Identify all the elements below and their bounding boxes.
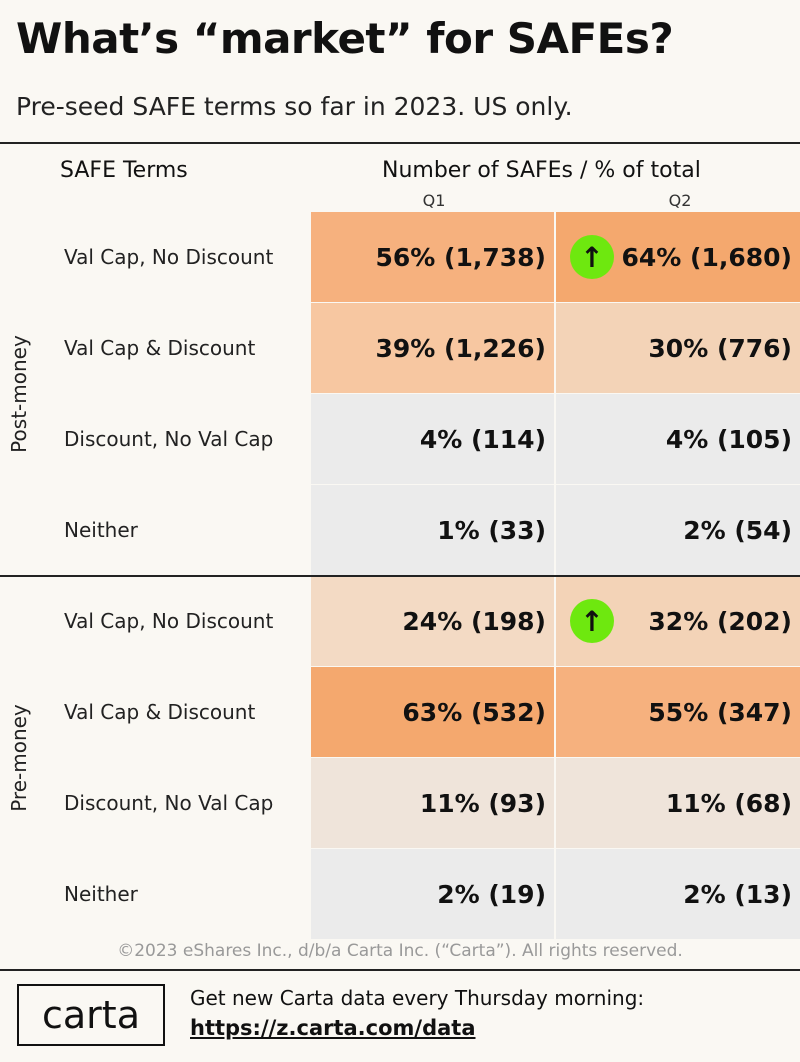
cell-q1: 56% (1,738) xyxy=(311,212,554,302)
carta-logo-text: carta xyxy=(42,993,140,1037)
cell-q1: 24% (198) xyxy=(311,576,554,666)
footer-text: Get new Carta data every Thursday mornin… xyxy=(190,986,645,1010)
cell-q2: 64% (1,680) xyxy=(556,212,800,302)
group-divider xyxy=(0,575,800,577)
cell-q1: 4% (114) xyxy=(311,394,554,484)
row-label: Val Cap & Discount xyxy=(64,700,256,724)
cell-q2: 30% (776) xyxy=(556,303,800,393)
group-label-1: Pre-money xyxy=(7,704,31,812)
group-label-0: Post-money xyxy=(7,335,31,453)
cell-q2: 4% (105) xyxy=(556,394,800,484)
cell-q1: 1% (33) xyxy=(311,485,554,575)
cell-q2: 55% (347) xyxy=(556,667,800,757)
row-label: Neither xyxy=(64,518,138,542)
cell-q1: 63% (532) xyxy=(311,667,554,757)
cell-q2: 11% (68) xyxy=(556,758,800,848)
column-header-number: Number of SAFEs / % of total xyxy=(382,158,701,183)
row-label: Discount, No Val Cap xyxy=(64,791,274,815)
carta-logo: carta xyxy=(17,984,165,1046)
cell-q1: 39% (1,226) xyxy=(311,303,554,393)
cell-q1: 2% (19) xyxy=(311,849,554,939)
row-label: Val Cap & Discount xyxy=(64,336,256,360)
header-divider xyxy=(0,142,800,144)
column-header-terms: SAFE Terms xyxy=(60,158,188,183)
cell-q2: 32% (202) xyxy=(556,576,800,666)
footer-divider xyxy=(0,969,800,971)
cell-q2: 2% (54) xyxy=(556,485,800,575)
column-header-q2: Q2 xyxy=(668,191,692,210)
row-label: Neither xyxy=(64,882,138,906)
chart-subtitle: Pre-seed SAFE terms so far in 2023. US o… xyxy=(16,92,573,121)
up-arrow-icon: ↑ xyxy=(570,235,614,279)
up-arrow-icon: ↑ xyxy=(570,599,614,643)
footer-link[interactable]: https://z.carta.com/data xyxy=(190,1016,476,1040)
cell-q1: 11% (93) xyxy=(311,758,554,848)
row-label: Discount, No Val Cap xyxy=(64,427,274,451)
cell-q2: 2% (13) xyxy=(556,849,800,939)
copyright-notice: ©2023 eShares Inc., d/b/a Carta Inc. (“C… xyxy=(117,941,683,961)
chart-title: What’s “market” for SAFEs? xyxy=(16,14,674,63)
column-header-q1: Q1 xyxy=(422,191,446,210)
row-label: Val Cap, No Discount xyxy=(64,245,274,269)
row-label: Val Cap, No Discount xyxy=(64,609,274,633)
